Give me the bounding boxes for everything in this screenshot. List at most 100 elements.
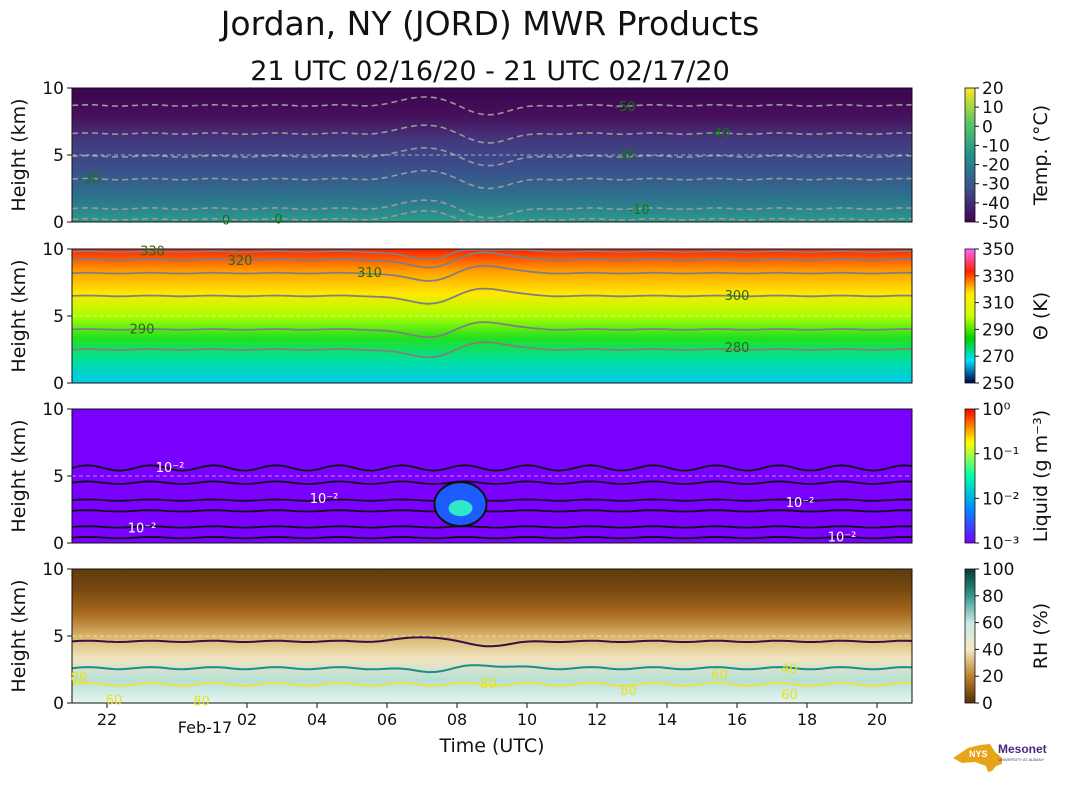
isentrope-3 [71,264,913,282]
colorbar-label: RH (%) [1030,603,1052,669]
y-tick-label: 10 [42,400,64,420]
y-axis-label: Height (km) [8,98,30,211]
colorbar-label: Liquid (g m⁻³) [1030,410,1052,542]
colorbar-tick-label: 290 [982,320,1014,340]
colorbar-tick-label: -10 [982,136,1010,156]
isentrope-4 [71,251,913,269]
colorbar-tick-label: 10⁻² [982,489,1019,509]
y-axis-label: Height (km) [8,579,30,692]
y-tick-label: 10 [42,240,64,260]
chart-title: Jordan, NY (JORD) MWR Products [220,4,760,43]
liquid-contour-5 [71,536,913,540]
y-tick-label: 10 [42,79,64,99]
relative_humidity-contour-label: 80 [193,695,210,710]
nys-mesonet-logo: NYS Mesonet UNIVERSITY AT ALBANY [953,742,1047,772]
x-tick-label: 12 [587,710,607,729]
logo-mesonet: Mesonet [998,742,1047,756]
rh-contour-60 [71,664,913,674]
relative_humidity-contour-label: 80 [71,671,88,686]
colorbar-tick-label: 270 [982,347,1014,367]
colorbar-tick-label: 0 [982,694,993,714]
y-tick-label: 5 [53,627,64,647]
y-axis-label: Height (km) [8,259,30,372]
chart-subtitle: 21 UTC 02/16/20 - 21 UTC 02/17/20 [250,56,730,87]
y-tick-label: 5 [53,146,64,166]
rh-contour-40 [71,636,913,648]
y-tick-label: 5 [53,307,64,327]
temperature-colorbar [964,87,976,223]
colorbar-tick-label: 10⁰ [982,400,1011,420]
liquid-contour-2 [71,498,913,502]
colorbar-tick-label: 60 [982,614,1004,634]
relative_humidity-contour-label: 60 [781,688,798,703]
x-tick-label: 14 [657,710,677,729]
relative_humidity-contour-label: 60 [711,668,728,683]
temperature-contour-label: 0 [274,212,282,227]
y-tick-label: 0 [53,694,64,714]
colorbar-tick-label: -40 [982,194,1010,214]
x-tick-label: 16 [727,710,747,729]
isentrope-1 [71,321,913,339]
x-axis-label: Time (UTC) [438,735,544,757]
temperature-contour-label: -40 [709,127,730,142]
liquid_water-contour-label: 10⁻² [156,461,185,476]
liquid_water-contour-label: 10⁻² [310,492,339,507]
colorbar-tick-label: 100 [982,560,1014,580]
colorbar-tick-label: -30 [982,175,1010,195]
isotherm-1 [71,124,913,144]
x-tick-label: 20 [867,710,887,729]
colorbar-tick-label: 80 [982,587,1004,607]
colorbar-tick-label: 250 [982,374,1014,394]
relative_humidity-contour-label: 80 [620,684,637,699]
colorbar-tick-label: -50 [982,213,1010,233]
x-tick-label: 18 [797,710,817,729]
x-tick-label: 06 [377,710,397,729]
isentrope-5 [71,248,913,261]
liquid-contour-4 [71,525,913,529]
liquid-contour-0 [71,464,913,472]
potential_temperature-contour-label: 320 [228,254,253,269]
liquid_water-contour-label: 10⁻² [828,531,857,546]
potential_temperature-contour-label: 310 [357,266,382,281]
x-tick-label: 02 [237,710,257,729]
isotherm-3 [71,169,913,190]
colorbar-tick-label: 10 [982,98,1004,118]
y-tick-label: 0 [53,213,64,233]
isentrope-2 [71,287,913,305]
isotherm-4 [71,199,913,219]
colorbar-tick-label: 330 [982,267,1014,287]
temperature-contour-label: -20 [79,172,100,187]
colorbar-tick-label: 10⁻³ [982,534,1019,554]
x-tick-label: 08 [447,710,467,729]
relative_humidity-contour-label: 60 [106,693,123,708]
y-tick-label: 10 [42,560,64,580]
relative_humidity-colorbar [964,568,976,704]
logo-university: UNIVERSITY AT ALBANY [998,757,1045,762]
colorbar-label: Temp. (°C) [1030,105,1052,206]
colorbar-tick-label: 20 [982,79,1004,99]
potential_temperature-contour-label: 290 [130,322,155,337]
x-tick-label: 22 [97,710,117,729]
liquid-contour-3 [71,509,913,513]
potential_temperature-contour-label: 300 [725,289,750,304]
liquid-contour-1 [71,480,913,485]
ny-state-shape-icon [953,744,1002,772]
rh-contour-80 [71,681,913,687]
potential_temperature-contour-label: 330 [140,245,165,260]
colorbar-tick-label: 350 [982,240,1014,260]
y-tick-label: 5 [53,467,64,487]
potential_temperature-contour-label: 280 [725,341,750,356]
colorbar-label: Θ (K) [1030,292,1052,340]
isotherm-5 [71,210,913,223]
isotherm-0 [71,96,913,116]
potential_temperature-colorbar [964,248,976,384]
logo-nys: NYS [969,749,988,759]
colorbar-tick-label: 40 [982,640,1004,660]
x-tick-label: Feb-17 [178,718,232,737]
relative_humidity-contour-label: 80 [480,677,497,692]
colorbar-tick-label: 20 [982,667,1004,687]
liquid_water-contour-label: 10⁻² [786,496,815,511]
cloud-max [448,500,473,517]
y-tick-label: 0 [53,534,64,554]
